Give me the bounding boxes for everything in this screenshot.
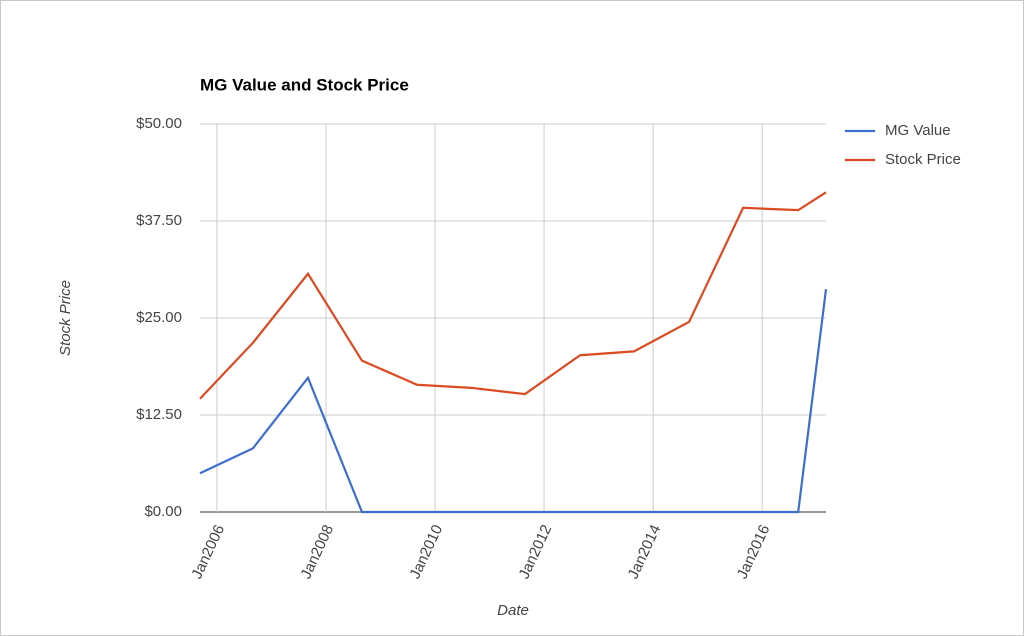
y-tick-label: $0.00 — [144, 503, 182, 520]
y-tick-label: $25.00 — [136, 309, 182, 326]
chart-title: MG Value and Stock Price — [200, 75, 409, 94]
y-tick-label: $37.50 — [136, 212, 182, 229]
y-axis-label: Stock Price — [57, 280, 74, 356]
legend-label: MG Value — [885, 122, 951, 139]
series-line — [199, 191, 827, 400]
series-line — [199, 289, 828, 514]
y-tick-label: $12.50 — [136, 406, 182, 423]
x-axis-label: Date — [497, 602, 529, 619]
legend-label: Stock Price — [885, 151, 961, 168]
y-tick-label: $50.00 — [136, 115, 182, 132]
